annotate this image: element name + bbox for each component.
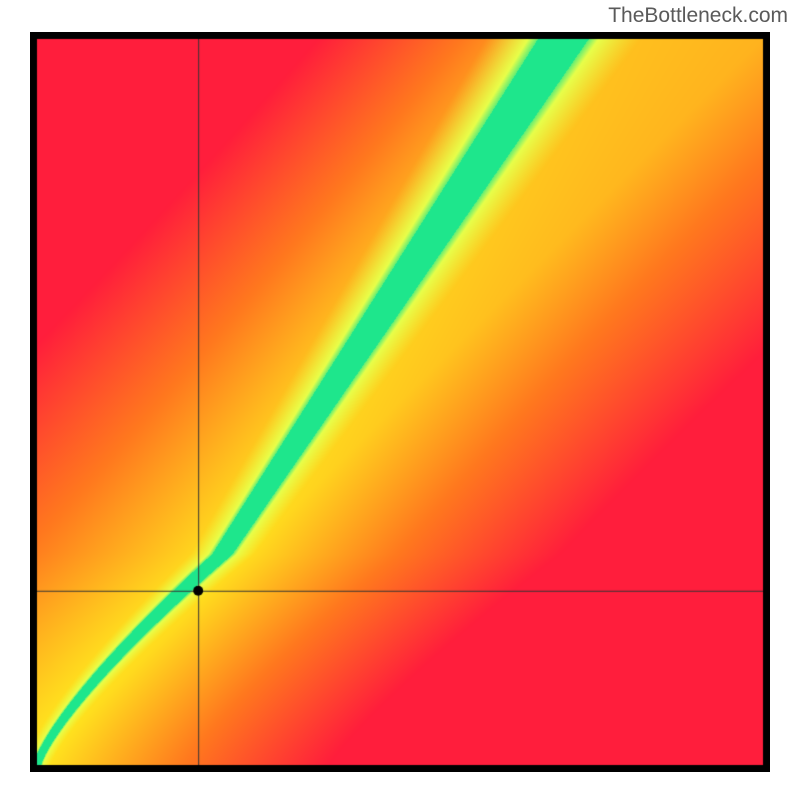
heatmap-plot-area [30,32,770,772]
chart-container: TheBottleneck.com [0,0,800,800]
attribution-text: TheBottleneck.com [608,4,788,28]
heatmap-canvas [30,32,770,772]
